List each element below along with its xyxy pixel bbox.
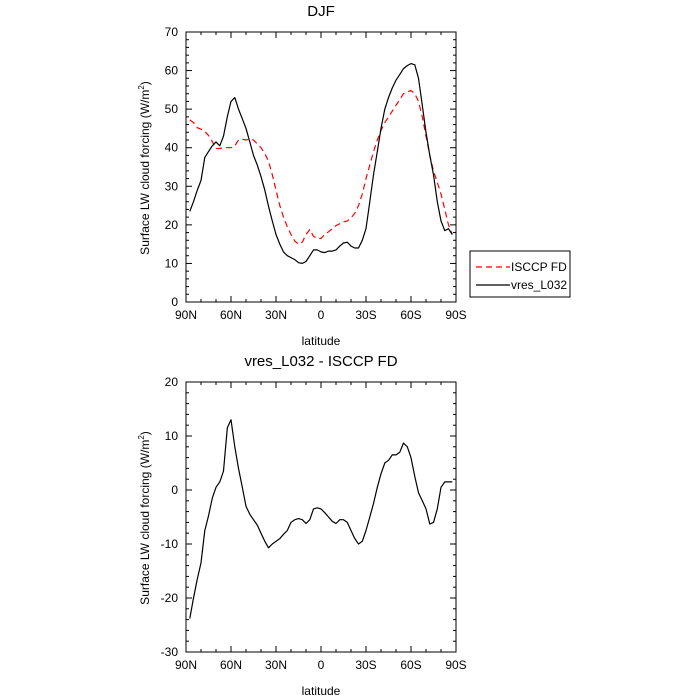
x-axis-label-diff: latitude [302, 684, 341, 698]
x-tick-label: 30S [355, 308, 376, 322]
x-tick-label: 60N [220, 658, 242, 672]
x-tick-label: 30S [355, 658, 376, 672]
x-tick-label: 30N [265, 308, 287, 322]
series-line-vres-l032-isccp-fd [189, 419, 453, 619]
y-tick-label: 70 [165, 25, 179, 39]
y-tick-label: 20 [165, 218, 179, 232]
panel-diff-axes: 90N 60N 30N 0 30S 60S 90S -30 -20 -10 0 10 20 [161, 375, 467, 672]
legend: ISCCP FD vres_L032 [469, 250, 571, 298]
y-tick-label: 60 [165, 64, 179, 78]
x-tick-label: 30N [265, 658, 287, 672]
y-tick-label: 20 [165, 375, 179, 389]
panel-djf: DJF 90N 60N 30N 0 30S 60S 90S 0 10 20 30 40 50 60 70 l… [137, 3, 571, 348]
x-tick-label: 90N [175, 308, 197, 322]
x-tick-label: 60N [220, 308, 242, 322]
plot-frame [185, 381, 457, 653]
plot-frame [185, 31, 457, 303]
series-line-vres-l032 [189, 62, 453, 264]
y-tick-label: -10 [161, 537, 179, 551]
y-tick-label: 0 [171, 295, 178, 309]
panel-diff: vres_L032 - ISCCP FD 90N 60N 30N 0 30S 60S 90S… [137, 353, 467, 698]
chart-title-diff: vres_L032 - ISCCP FD [244, 353, 397, 370]
y-tick-label: 0 [171, 483, 178, 497]
x-tick-label: 0 [318, 658, 325, 672]
x-tick-label: 60S [400, 308, 421, 322]
panel-diff-series [189, 419, 453, 619]
x-tick-label: 90S [445, 308, 466, 322]
series-line-isccp-fd [189, 89, 453, 245]
y-tick-label: 50 [165, 102, 179, 116]
y-tick-label: 40 [165, 141, 179, 155]
y-tick-label: -30 [161, 645, 179, 659]
chart-title-djf: DJF [307, 3, 335, 20]
x-tick-label: 0 [318, 308, 325, 322]
y-tick-label: 30 [165, 179, 179, 193]
x-axis-label-djf: latitude [302, 334, 341, 348]
legend-box [469, 250, 571, 298]
legend-label-vres: vres_L032 [511, 278, 567, 292]
y-tick-label: 10 [165, 256, 179, 270]
legend-label-isccp: ISCCP FD [511, 260, 567, 274]
x-tick-label: 90S [445, 658, 466, 672]
panel-djf-axes: 90N 60N 30N 0 30S 60S 90S 0 10 20 30 40 50 60 70 [165, 25, 467, 322]
y-tick-label: 10 [165, 429, 179, 443]
x-tick-label: 60S [400, 658, 421, 672]
y-tick-label: -20 [161, 591, 179, 605]
y-axis-label-diff: Surface LW cloud forcing (W/m2) [137, 431, 152, 605]
panel-djf-series [189, 62, 453, 264]
y-axis-label-djf: Surface LW cloud forcing (W/m2) [137, 81, 152, 255]
x-tick-label: 90N [175, 658, 197, 672]
